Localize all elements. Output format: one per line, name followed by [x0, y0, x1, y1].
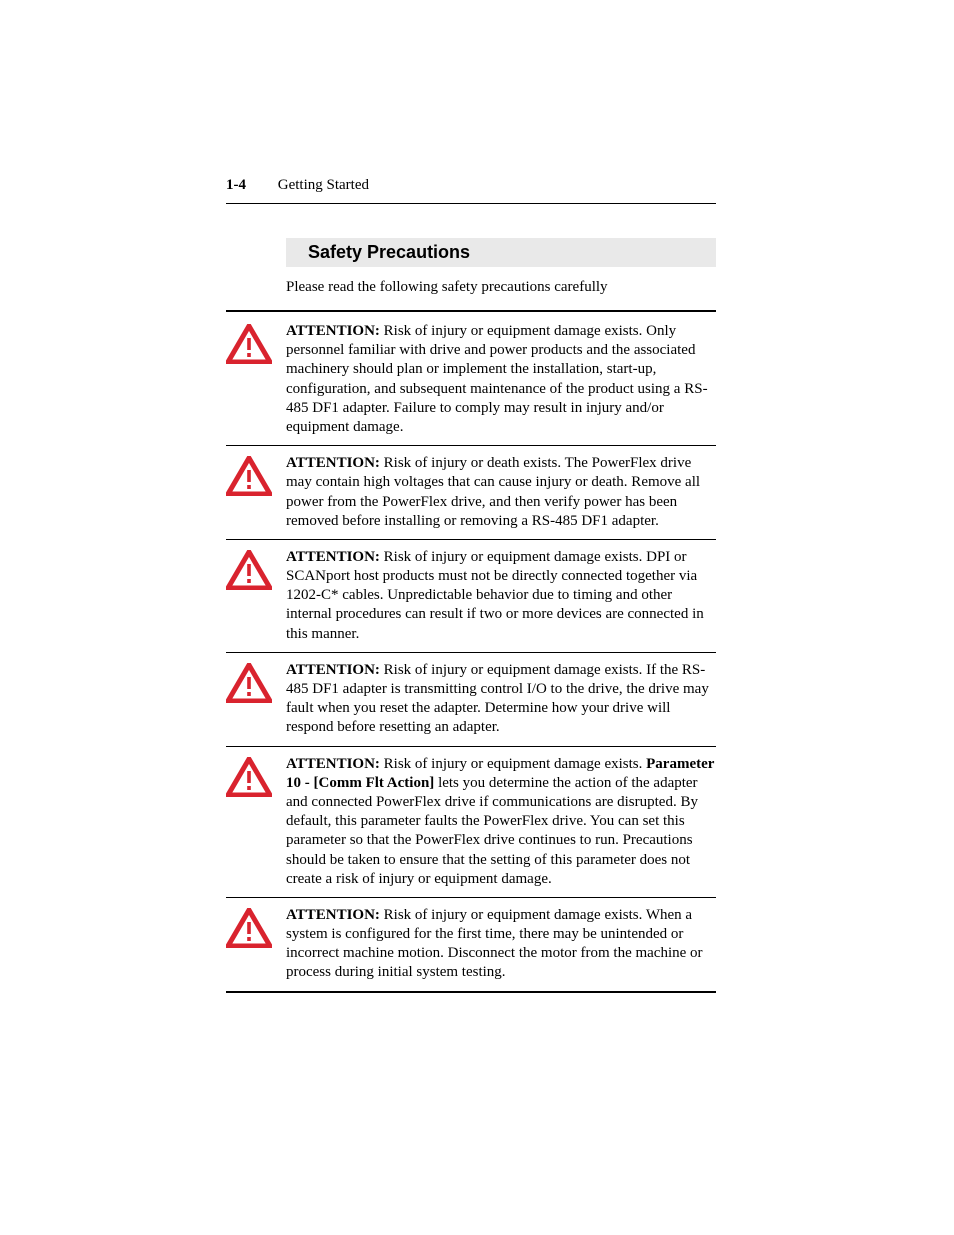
attention-block: ATTENTION: Risk of injury or death exist… — [226, 454, 716, 533]
attention-divider — [226, 652, 716, 653]
attention-body: Risk of injury or equipment damage exist… — [286, 323, 708, 435]
attention-label: ATTENTION: — [286, 907, 380, 923]
section-top-rule — [226, 310, 716, 312]
attention-text: ATTENTION: Risk of injury or equipment d… — [286, 548, 716, 644]
attention-label: ATTENTION: — [286, 756, 380, 772]
attention-text: ATTENTION: Risk of injury or equipment d… — [286, 661, 716, 738]
section-intro: Please read the following safety precaut… — [286, 279, 716, 296]
section-bottom-rule — [226, 991, 716, 993]
attention-block: ATTENTION: Risk of injury or equipment d… — [226, 906, 716, 985]
attention-block: ATTENTION: Risk of injury or equipment d… — [226, 322, 716, 439]
header-rule — [226, 203, 716, 204]
chapter-title: Getting Started — [278, 177, 369, 193]
warning-triangle-icon — [226, 908, 272, 948]
attention-label: ATTENTION: — [286, 662, 380, 678]
warning-triangle-icon — [226, 324, 272, 364]
warning-triangle-icon — [226, 757, 272, 797]
attention-body-post: lets you determine the action of the ada… — [286, 775, 698, 887]
attention-text: ATTENTION: Risk of injury or equipment d… — [286, 322, 716, 437]
warning-triangle-icon — [226, 663, 272, 703]
attention-text: ATTENTION: Risk of injury or death exist… — [286, 454, 716, 531]
attention-text: ATTENTION: Risk of injury or equipment d… — [286, 906, 716, 983]
attention-block: ATTENTION: Risk of injury or equipment d… — [226, 755, 716, 891]
attention-body-pre: Risk of injury or equipment damage exist… — [384, 756, 646, 772]
attention-divider — [226, 746, 716, 747]
page-number: 1-4 — [226, 177, 246, 193]
attention-label: ATTENTION: — [286, 323, 380, 339]
attention-divider — [226, 539, 716, 540]
attention-label: ATTENTION: — [286, 549, 380, 565]
page: 1-4 Getting Started Safety Precautions P… — [0, 0, 954, 1235]
attention-block: ATTENTION: Risk of injury or equipment d… — [226, 661, 716, 740]
warning-triangle-icon — [226, 550, 272, 590]
section-title: Safety Precautions — [286, 238, 716, 267]
attention-block: ATTENTION: Risk of injury or equipment d… — [226, 548, 716, 646]
attention-text: ATTENTION: Risk of injury or equipment d… — [286, 755, 716, 889]
attention-divider — [226, 445, 716, 446]
warning-triangle-icon — [226, 456, 272, 496]
running-header: 1-4 Getting Started — [226, 178, 716, 193]
attention-label: ATTENTION: — [286, 455, 380, 471]
attention-divider — [226, 897, 716, 898]
